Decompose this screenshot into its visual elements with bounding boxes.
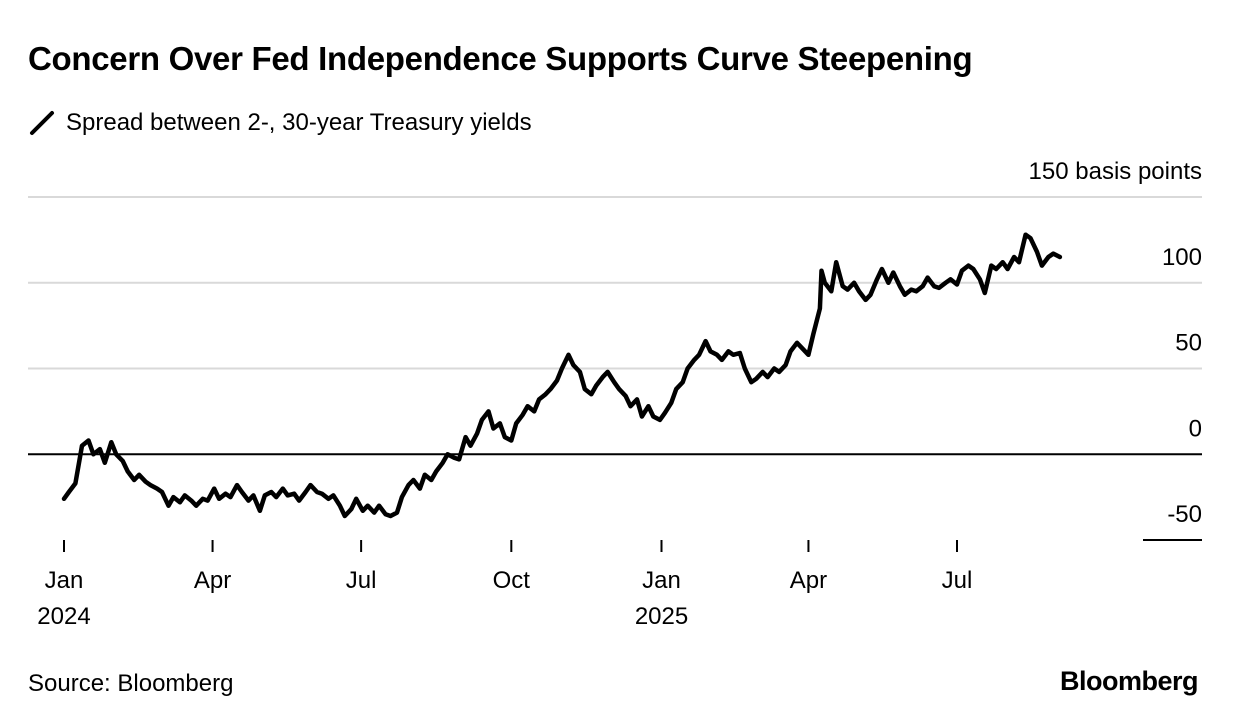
y-tick-label: 100 [1162,244,1202,271]
y-axis-labels: 150 basis points 100 50 0 -50 [1029,158,1202,528]
chart-title: Concern Over Fed Independence Supports C… [28,40,973,77]
y-unit-label: 150 basis points [1029,158,1202,185]
bloomberg-logo: Bloomberg [1059,666,1199,696]
y-tick-label: 50 [1175,330,1202,357]
series-layer [61,232,1063,519]
x-tick-label: Oct [493,567,531,594]
gridlines [28,196,1202,541]
x-axis: Jan 2024 Apr Jul Oct Jan 2025 Apr Jul [37,540,972,630]
x-tick-label: Jan [45,567,84,594]
x-tick-label: Jul [942,567,973,594]
line-chart: 150 basis points 100 50 0 -50 Jan 2024 Apr Jul O… [28,158,1202,630]
legend-label: Spread between 2-, 30-year Treasury yiel… [66,109,532,136]
x-tick-label: Apr [194,567,231,594]
x-year-label: 2025 [635,603,688,630]
line-series-icon [30,111,54,135]
y-tick-label: -50 [1167,501,1202,528]
x-tick-label: Jan [642,567,681,594]
x-tick-label: Jul [346,567,377,594]
x-year-label: 2024 [37,603,90,630]
x-tick-label: Apr [790,567,827,594]
spread-series-line [61,232,1063,519]
source-note: Source: Bloomberg [28,670,234,697]
legend: Spread between 2-, 30-year Treasury yiel… [28,106,532,140]
y-tick-label: 0 [1189,415,1202,442]
